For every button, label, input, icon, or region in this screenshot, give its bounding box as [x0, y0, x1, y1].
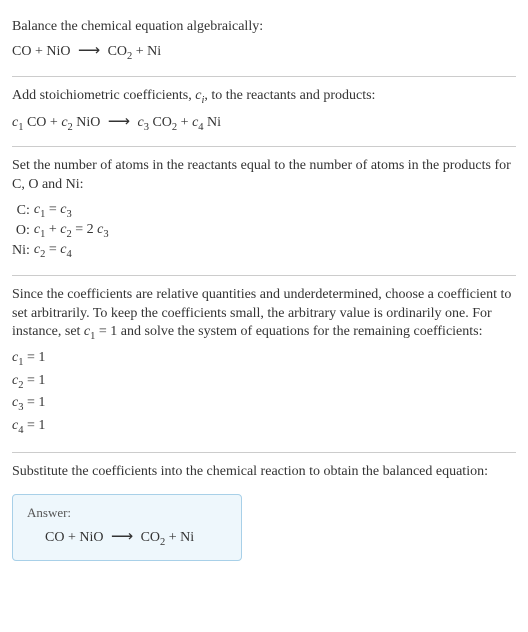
arrow-icon: ⟶ — [111, 527, 133, 546]
coefficient-solutions: c1 = 1 c2 = 1 c3 = 1 c4 = 1 — [12, 348, 516, 438]
product-co2: CO2 — [141, 530, 166, 545]
reactant-nio: NiO — [79, 530, 103, 545]
solve-text: Since the coefficients are relative quan… — [12, 286, 516, 345]
section-solve: Since the coefficients are relative quan… — [12, 276, 516, 454]
section-balance-intro: Balance the chemical equation algebraica… — [12, 8, 516, 77]
arrow-icon: ⟶ — [108, 112, 130, 131]
substitute-text: Substitute the coefficients into the che… — [12, 463, 516, 482]
plus: + — [64, 530, 79, 545]
reactant-co: CO — [45, 530, 64, 545]
balance-eqn: c1 = c3 — [34, 201, 115, 221]
element-label: O: — [12, 221, 34, 241]
arrow-icon: ⟶ — [78, 41, 100, 60]
product-ni: Ni — [180, 530, 194, 545]
atom-balance-table: C: c1 = c3 O: c1 + c2 = 2 c3 Ni: c2 = c4 — [12, 201, 115, 260]
unbalanced-equation: CO + NiO ⟶ CO2 + Ni — [12, 41, 516, 62]
plus: + — [165, 530, 180, 545]
balance-eqn: c1 + c2 = 2 c3 — [34, 221, 115, 241]
plus: + — [31, 44, 46, 59]
section-substitute: Substitute the coefficients into the che… — [12, 453, 516, 575]
balance-eqn: c2 = c4 — [34, 241, 115, 261]
product-co2: CO2 — [108, 44, 133, 59]
coef-line: c2 = 1 — [12, 371, 516, 393]
element-label: C: — [12, 201, 34, 221]
atom-balance-text: Set the number of atoms in the reactants… — [12, 157, 516, 195]
balanced-equation: CO + NiO ⟶ CO2 + Ni — [27, 527, 227, 548]
section-add-coefficients: Add stoichiometric coefficients, ci, to … — [12, 77, 516, 148]
reactant-co: CO — [12, 44, 31, 59]
coeff-text: Add stoichiometric coefficients, ci, to … — [12, 87, 516, 108]
table-row: C: c1 = c3 — [12, 201, 115, 221]
coef-line: c4 = 1 — [12, 416, 516, 438]
section-atom-balance: Set the number of atoms in the reactants… — [12, 147, 516, 275]
element-label: Ni: — [12, 241, 34, 261]
coef-line: c3 = 1 — [12, 393, 516, 415]
coefficient-equation: c1 CO + c2 NiO ⟶ c3 CO2 + c4 Ni — [12, 112, 516, 133]
intro-text: Balance the chemical equation algebraica… — [12, 18, 516, 37]
table-row: Ni: c2 = c4 — [12, 241, 115, 261]
plus: + — [132, 44, 147, 59]
answer-label: Answer: — [27, 505, 227, 521]
table-row: O: c1 + c2 = 2 c3 — [12, 221, 115, 241]
answer-box: Answer: CO + NiO ⟶ CO2 + Ni — [12, 494, 242, 561]
reactant-nio: NiO — [46, 44, 70, 59]
product-ni: Ni — [147, 44, 161, 59]
coef-line: c1 = 1 — [12, 348, 516, 370]
